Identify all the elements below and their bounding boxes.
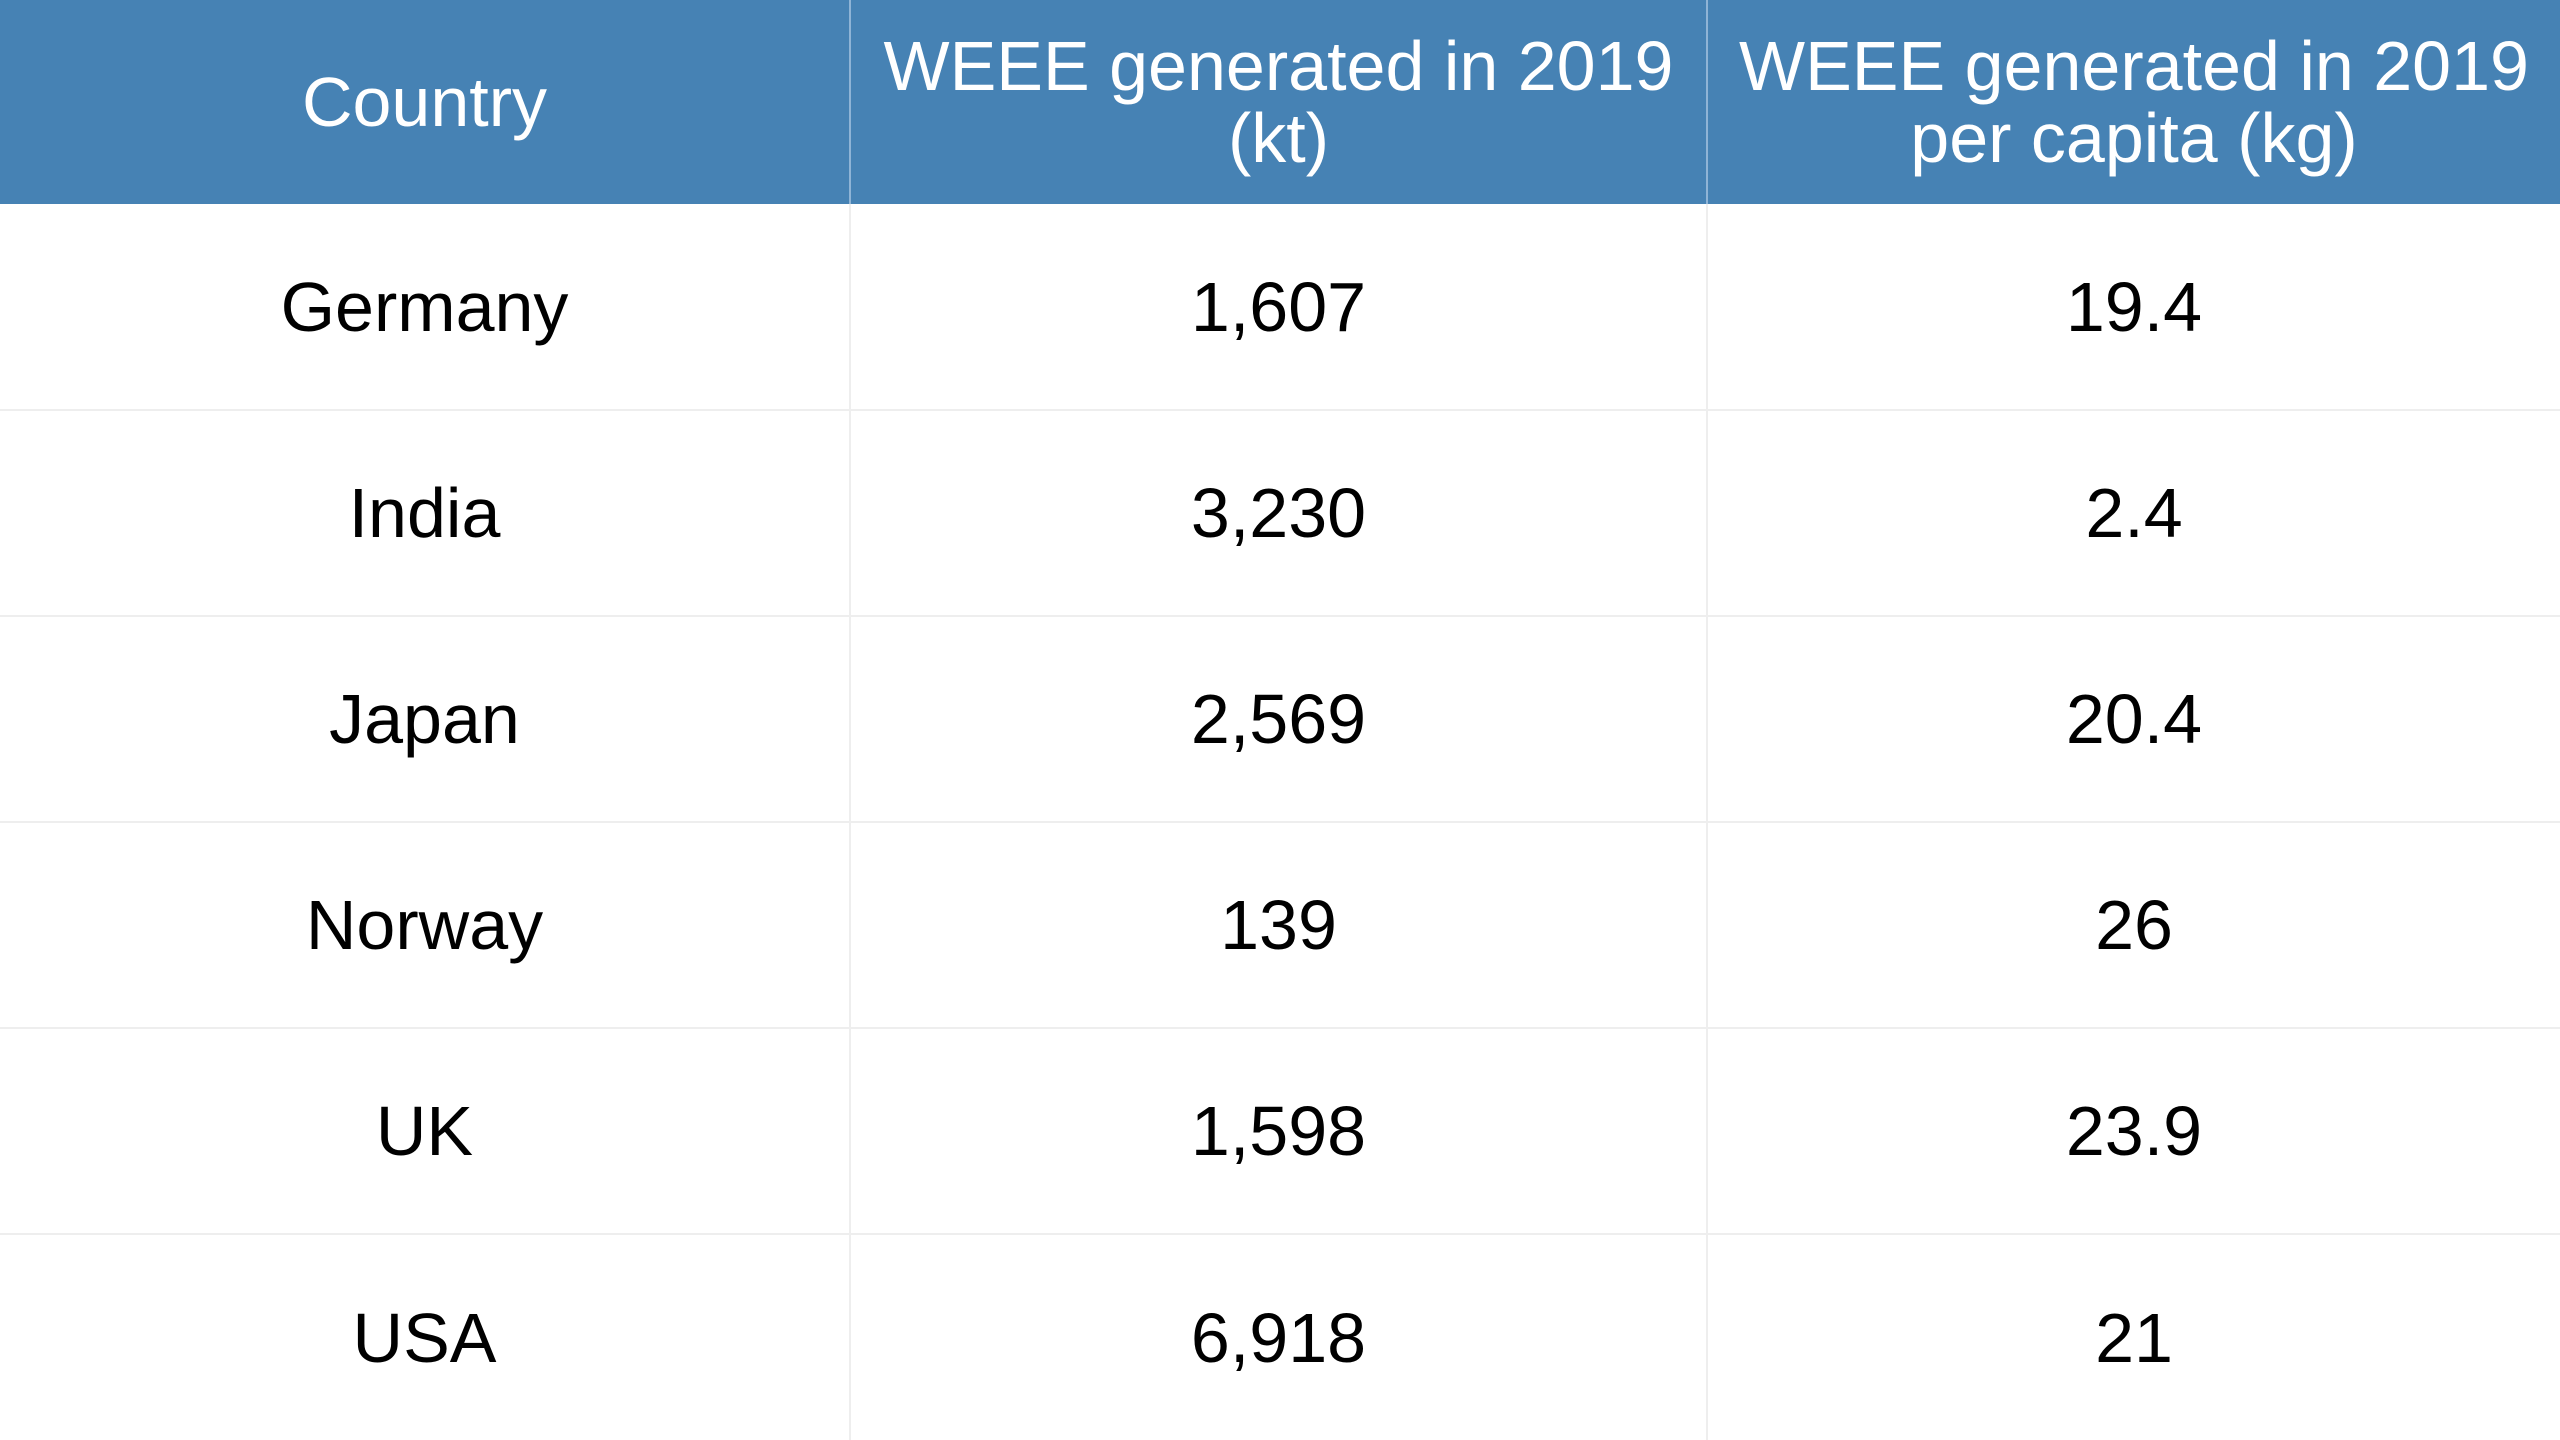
table-row: Germany 1,607 19.4 (0, 204, 2560, 411)
cell-weee-kt: 139 (850, 822, 1708, 1029)
column-header-weee-kt: WEEE generated in 2019 (kt) (850, 0, 1708, 204)
table-header: Country WEEE generated in 2019 (kt) WEEE… (0, 0, 2560, 204)
cell-weee-kt: 2,569 (850, 616, 1708, 823)
table-row: Norway 139 26 (0, 822, 2560, 1029)
header-row: Country WEEE generated in 2019 (kt) WEEE… (0, 0, 2560, 204)
column-header-country: Country (0, 0, 851, 204)
cell-country: UK (0, 1028, 851, 1235)
cell-weee-per-capita: 21 (2095, 1298, 2173, 1377)
table-row: UK 1,598 23.9 (0, 1028, 2560, 1235)
column-header-weee-per-capita: WEEE generated in 2019 per capita (kg) (1707, 0, 2560, 204)
cell-country: USA (0, 1234, 851, 1440)
cell-weee-per-capita: 19.4 (1707, 204, 2560, 411)
cell-weee-kt: 1,607 (850, 204, 1708, 411)
cell-country: Japan (0, 616, 851, 823)
cell-country: Germany (0, 204, 851, 411)
cell-country: India (0, 410, 851, 617)
table-row: India 3,230 2.4 (0, 410, 2560, 617)
cell-weee-per-capita: 23.9 (1707, 1028, 2560, 1235)
cell-weee-per-capita: 2.4 (1707, 410, 2560, 617)
cell-weee-kt: 3,230 (850, 410, 1708, 617)
table-row: Japan 2,569 20.4 (0, 616, 2560, 823)
cell-weee-kt: 6,918 (850, 1234, 1708, 1440)
table-row: USA 6,918 21 (0, 1234, 2560, 1440)
cell-weee-per-capita: 20.4 (1707, 616, 2560, 823)
cell-weee-per-capita: 26 (1707, 822, 2560, 1029)
cell-weee-kt: 1,598 (850, 1028, 1708, 1235)
table-body: Germany 1,607 19.4 India 3,230 2.4 Japan… (0, 204, 2560, 1440)
cell-country: Norway (0, 822, 851, 1029)
